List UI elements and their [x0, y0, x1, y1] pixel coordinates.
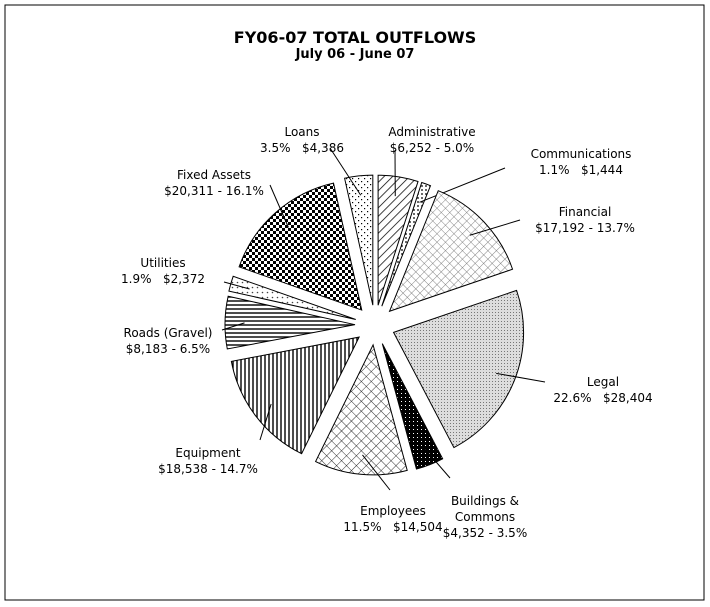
value-label: $6,252 - 5.0% — [389, 141, 475, 155]
value-label: 3.5% $4,386 — [260, 141, 344, 155]
chart-title: FY06-07 TOTAL OUTFLOWS — [233, 28, 477, 47]
pie-slice — [388, 190, 514, 313]
leader-line — [422, 446, 451, 479]
value-label: $4,352 - 3.5% — [442, 526, 528, 540]
category-label: Equipment — [175, 446, 241, 460]
pie-slice — [381, 343, 444, 470]
slice-label: Fixed Assets $20,311 - 16.1% — [164, 167, 264, 199]
category-label: Buildings & Commons — [450, 494, 520, 524]
leader-line — [269, 184, 289, 228]
pie-slice — [377, 174, 419, 306]
pie-slice — [381, 181, 432, 307]
value-label: $8,183 - 6.5% — [125, 342, 211, 356]
leader-line — [362, 454, 391, 491]
slice-label: Financial $17,192 - 13.7% — [535, 204, 635, 236]
value-label: $20,311 - 16.1% — [164, 184, 264, 198]
pie-slice — [238, 182, 363, 311]
category-label: Fixed Assets — [177, 168, 251, 182]
pie-slice — [314, 343, 408, 476]
leader-line — [329, 147, 362, 196]
category-label: Employees — [360, 504, 426, 518]
slice-label: Communications 1.1% $1,444 — [531, 146, 632, 178]
value-label: 1.1% $1,444 — [539, 163, 623, 177]
value-label: 1.9% $2,372 — [121, 272, 205, 286]
value-label: 22.6% $28,404 — [553, 391, 653, 405]
leader-line — [419, 167, 506, 203]
category-label: Utilities — [140, 256, 186, 270]
slice-label: Employees 11.5% $14,504 — [343, 503, 442, 535]
category-label: Administrative — [388, 125, 476, 139]
category-label: Financial — [558, 205, 612, 219]
category-label: Roads (Gravel) — [123, 326, 213, 340]
pie-slice — [392, 289, 525, 449]
slice-label: Roads (Gravel) $8,183 - 6.5% — [124, 325, 213, 357]
category-label: Loans — [284, 125, 320, 139]
value-label: $18,538 - 14.7% — [158, 462, 258, 476]
value-label: $17,192 - 13.7% — [535, 221, 635, 235]
category-label: Communications — [530, 147, 632, 161]
leader-line — [223, 281, 250, 290]
slice-label: Utilities 1.9% $2,372 — [121, 255, 205, 287]
category-label: Legal — [586, 375, 620, 389]
leader-line — [469, 219, 521, 236]
slice-label: Loans 3.5% $4,386 — [260, 124, 344, 156]
slice-label: Equipment $18,538 - 14.7% — [158, 445, 258, 477]
pie-slice — [224, 295, 356, 350]
pie-slice — [343, 174, 374, 306]
slice-label: Legal 22.6% $28,404 — [553, 374, 652, 406]
chart-subtitle: July 06 - June 07 — [295, 47, 415, 62]
slice-label: Administrative $6,252 - 5.0% — [388, 124, 475, 156]
slice-label: Buildings & Commons $4,352 - 3.5% — [430, 493, 540, 541]
value-label: 11.5% $14,504 — [343, 520, 443, 534]
leader-line — [221, 322, 245, 331]
leader-line — [496, 372, 546, 383]
leader-line — [259, 403, 272, 441]
pie-slice — [230, 336, 360, 455]
